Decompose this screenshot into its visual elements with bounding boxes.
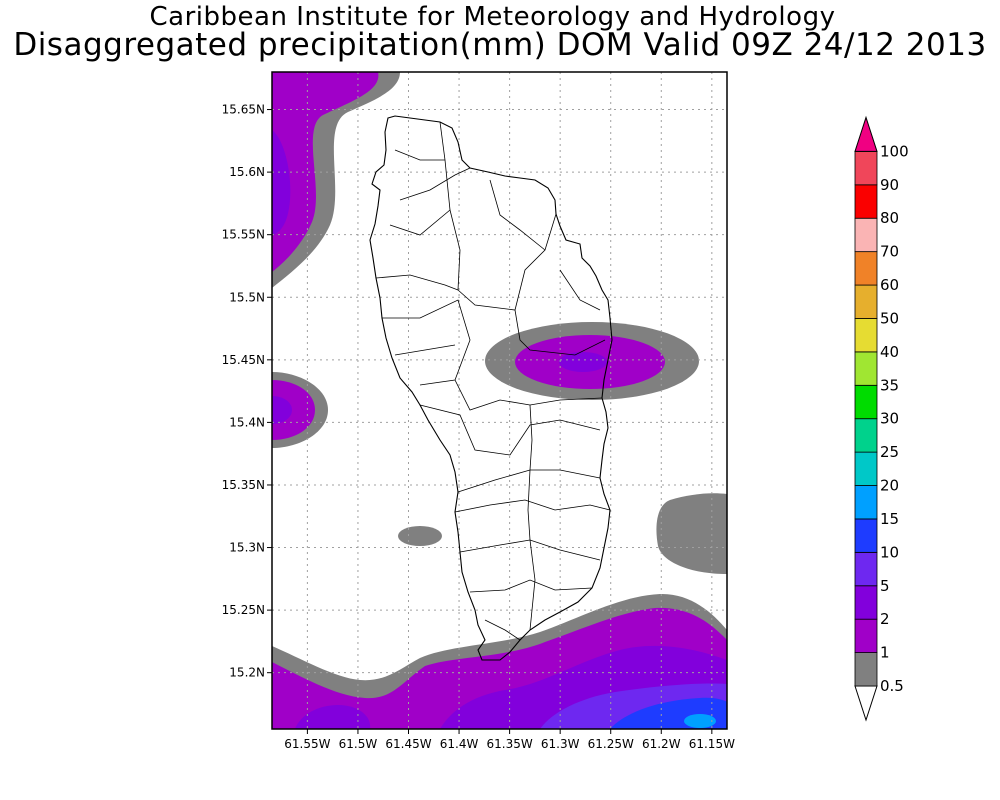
watershed-line bbox=[559, 269, 601, 311]
watershed-line bbox=[375, 274, 459, 291]
legend-label: 20 bbox=[880, 477, 899, 495]
legend-label: 50 bbox=[880, 309, 899, 327]
watershed-line bbox=[529, 404, 533, 471]
watershed-boundaries bbox=[375, 121, 611, 641]
legend-underflow-triangle bbox=[854, 685, 878, 722]
precip-zone-w-purple bbox=[272, 380, 315, 440]
legend-swatch bbox=[854, 384, 878, 420]
lat-tick-label: 15.35N bbox=[222, 478, 265, 492]
watershed-line bbox=[454, 499, 611, 513]
watershed-line bbox=[454, 379, 603, 411]
legend-label: 60 bbox=[880, 276, 899, 294]
legend-label: 0.5 bbox=[880, 677, 904, 695]
legend-overflow-triangle bbox=[854, 115, 878, 152]
legend-label: 90 bbox=[880, 176, 899, 194]
precip-zone-w-violet bbox=[272, 396, 292, 424]
legend-label: 40 bbox=[880, 343, 899, 361]
precip-zone-small-grey bbox=[398, 526, 442, 546]
precip-zone-sw-violet bbox=[295, 705, 371, 729]
precip-zone-e-violet bbox=[559, 352, 607, 372]
legend-swatch bbox=[854, 451, 878, 486]
legend-label: 100 bbox=[880, 142, 909, 160]
latitude-labels: 15.2N 15.25N 15.3N 15.35N 15.4N 15.45N 15.5N 15… bbox=[222, 103, 265, 680]
legend-swatch bbox=[854, 618, 878, 653]
lat-tick-label: 15.65N bbox=[222, 103, 265, 117]
legend-label: 35 bbox=[880, 376, 899, 394]
lat-tick-label: 15.5N bbox=[229, 290, 265, 304]
institution-title: Caribbean Institute for Meteorology and … bbox=[149, 2, 836, 32]
lat-tick-label: 15.3N bbox=[229, 541, 265, 555]
legend-swatch bbox=[854, 518, 878, 553]
legend-swatch bbox=[854, 318, 878, 353]
legend-swatch bbox=[854, 351, 878, 386]
lat-tick-label: 15.25N bbox=[222, 603, 265, 617]
precip-zone-nw-purple bbox=[272, 72, 379, 272]
precip-zone-s-cyan bbox=[684, 714, 716, 728]
watershed-line bbox=[394, 149, 445, 161]
lat-tick-label: 15.55N bbox=[222, 228, 265, 242]
watershed-line bbox=[382, 299, 471, 386]
watershed-line bbox=[419, 404, 601, 456]
watershed-line bbox=[389, 209, 451, 236]
lat-tick-label: 15.6N bbox=[229, 165, 265, 179]
legend-swatch bbox=[854, 585, 878, 620]
legend-label: 5 bbox=[880, 577, 890, 595]
lon-tick-label: 61.3W bbox=[541, 737, 580, 751]
watershed-line bbox=[484, 619, 521, 641]
lon-tick-label: 61.45W bbox=[385, 737, 431, 751]
lon-tick-label: 61.15W bbox=[689, 737, 735, 751]
legend-label: 10 bbox=[880, 543, 899, 561]
legend-swatch bbox=[854, 652, 878, 687]
lon-tick-label: 61.4W bbox=[440, 737, 479, 751]
watershed-line bbox=[394, 344, 456, 356]
legend-swatch bbox=[854, 151, 878, 186]
legend-label: 15 bbox=[880, 510, 899, 528]
watershed-line bbox=[439, 121, 557, 311]
lat-lon-grid bbox=[267, 72, 727, 734]
lon-tick-label: 61.2W bbox=[642, 737, 681, 751]
watershed-line bbox=[469, 579, 593, 593]
island-coastline bbox=[369, 115, 613, 661]
precip-zone-nw-violet bbox=[272, 130, 291, 236]
watershed-line bbox=[399, 167, 471, 201]
map-frame bbox=[271, 71, 728, 730]
legend-swatch bbox=[854, 217, 878, 253]
lon-tick-label: 61.55W bbox=[284, 737, 330, 751]
precip-field bbox=[272, 72, 727, 729]
legend-swatch bbox=[854, 284, 878, 319]
legend-label: 30 bbox=[880, 410, 899, 428]
legend-swatch bbox=[854, 418, 878, 453]
legend-label: 25 bbox=[880, 443, 899, 461]
legend-label: 2 bbox=[880, 610, 890, 628]
lon-tick-label: 61.25W bbox=[588, 737, 634, 751]
lon-tick-label: 61.5W bbox=[339, 737, 378, 751]
watershed-line bbox=[527, 469, 536, 631]
legend-label: 80 bbox=[880, 209, 899, 227]
lat-tick-label: 15.4N bbox=[229, 415, 265, 429]
watershed-line bbox=[489, 179, 546, 251]
longitude-labels: 61.55W 61.5W 61.45W 61.4W 61.35W 61.3W 61.25W 6… bbox=[284, 737, 735, 751]
precip-zone-se-grey bbox=[656, 493, 727, 574]
legend-label: 70 bbox=[880, 243, 899, 261]
lon-tick-label: 61.35W bbox=[487, 737, 533, 751]
legend-label: 1 bbox=[880, 644, 890, 662]
dominica-island bbox=[369, 115, 613, 661]
watershed-line bbox=[514, 309, 606, 356]
legend-swatch bbox=[854, 485, 878, 520]
legend-swatch bbox=[854, 251, 878, 286]
map-title: Disaggregated precipitation(mm) DOM Vali… bbox=[13, 27, 987, 63]
legend-swatch bbox=[854, 551, 878, 587]
legend-swatch bbox=[854, 184, 878, 219]
lat-tick-label: 15.2N bbox=[229, 666, 265, 680]
lat-tick-label: 15.45N bbox=[222, 353, 265, 367]
